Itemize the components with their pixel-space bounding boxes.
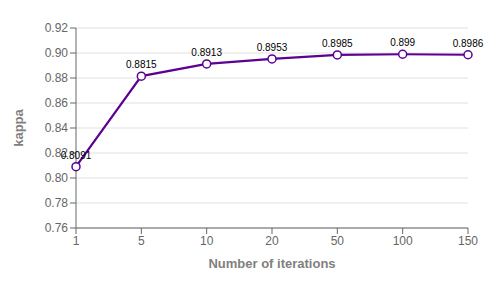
svg-text:5: 5 [138, 234, 145, 248]
svg-text:0.82: 0.82 [44, 146, 68, 161]
svg-text:0.92: 0.92 [45, 21, 69, 35]
svg-text:10: 10 [200, 234, 214, 248]
svg-text:0.76: 0.76 [45, 221, 69, 235]
svg-text:20: 20 [265, 234, 279, 248]
svg-text:1: 1 [73, 234, 80, 248]
svg-text:150: 150 [458, 234, 478, 248]
svg-text:0.8986: 0.8986 [453, 38, 484, 49]
svg-text:0.899: 0.899 [390, 37, 415, 48]
svg-text:Number of iterations: Number of iterations [208, 256, 335, 271]
svg-text:0.88: 0.88 [45, 71, 69, 85]
svg-text:0.8091: 0.8091 [61, 150, 92, 161]
svg-text:0.8815: 0.8815 [126, 59, 157, 70]
svg-text:100: 100 [393, 234, 413, 248]
svg-text:50: 50 [331, 234, 345, 248]
svg-text:kappa: kappa [11, 108, 26, 146]
svg-text:0.84: 0.84 [45, 121, 69, 135]
svg-text:0.86: 0.86 [45, 96, 69, 110]
svg-text:0.8985: 0.8985 [322, 38, 353, 49]
svg-text:0.8913: 0.8913 [191, 47, 222, 58]
svg-text:0.90: 0.90 [45, 46, 69, 60]
svg-text:0.78: 0.78 [45, 196, 69, 210]
svg-text:0.80: 0.80 [45, 171, 69, 185]
svg-text:0.8953: 0.8953 [257, 42, 288, 53]
